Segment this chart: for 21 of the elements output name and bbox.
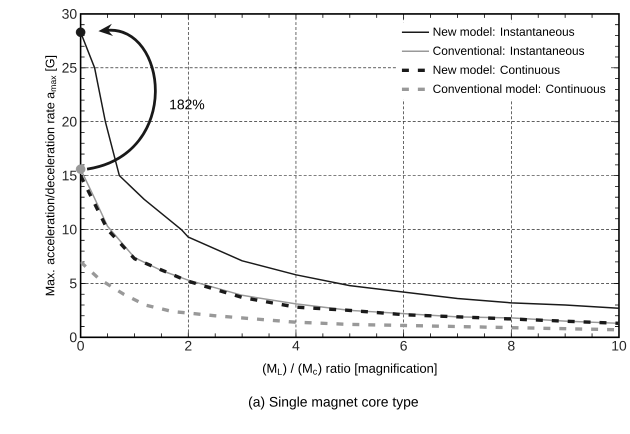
y-tick-label: 20 — [62, 116, 77, 127]
legend-label: New model: Instantaneous — [434, 27, 574, 36]
y-tick-label: 5 — [70, 278, 77, 288]
x-axis-title: (M$_{L}$) / (M$_{c}$) ratio [magnification] — [262, 363, 436, 376]
y-tick-label: 15 — [62, 170, 77, 181]
x-tick-label: 10 — [612, 340, 626, 351]
x-tick-label: 0 — [77, 340, 84, 351]
x-tick-label: 8 — [508, 340, 515, 351]
y-tick-label: 30 — [62, 9, 77, 19]
y-tick-label: 25 — [62, 62, 77, 73]
x-tick-label: 4 — [292, 340, 300, 350]
legend-label: Conventional model: Continuous — [433, 84, 606, 94]
annotation: 182% — [170, 100, 204, 110]
text: (a) Single magnet core type — [248, 396, 418, 410]
x-tick-label: 6 — [400, 340, 407, 351]
x-tick-label: 2 — [185, 340, 192, 351]
legend-label: New model: Continuous — [434, 65, 560, 74]
y-tick-label: 0 — [70, 332, 77, 342]
legend-label: Conventional: Instantaneous — [433, 46, 584, 56]
y-axis-title: Max. acceleration/deceleration rate a$_{max}$ [G] — [45, 56, 57, 296]
y-tick-label: 10 — [62, 224, 77, 235]
